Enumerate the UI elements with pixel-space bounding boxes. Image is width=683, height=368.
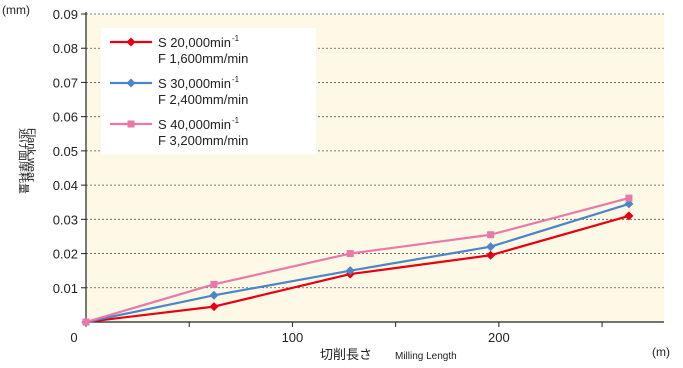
legend-label-sup-2: -1 <box>232 116 240 125</box>
x-tick-label-1: 100 <box>282 330 304 345</box>
x-tick-label-2: 200 <box>488 330 510 345</box>
data-point-0-1 <box>209 302 219 312</box>
x-unit-label: (m) <box>652 345 670 359</box>
legend-sublabel-0: F 1,600mm/min <box>158 51 248 66</box>
x-axis-label-sub: Milling Length <box>395 351 457 362</box>
y-tick-label-7: 0.08 <box>53 41 78 56</box>
y-axis-label: 逃げ面摩耗量 <box>17 128 31 194</box>
axes <box>81 12 664 327</box>
y-axis-label-en-group: Flank wear <box>25 128 37 182</box>
legend-label-1: S 30,000min <box>158 76 231 91</box>
data-point-2-1 <box>210 280 218 288</box>
data-point-1-1 <box>209 290 219 300</box>
y-tick-label-2: 0.03 <box>53 212 78 227</box>
legend-swatch-marker-0 <box>126 37 136 47</box>
legend-swatch-marker-1 <box>126 78 136 88</box>
y-axis-label-en: Flank wear <box>25 128 37 182</box>
legend-label-sup-0: -1 <box>232 34 240 43</box>
y-unit-label: (mm) <box>2 3 30 17</box>
legend-label-sup-1: -1 <box>232 75 240 84</box>
series-layer <box>81 194 634 327</box>
x-axis-label-main: 切削長さ <box>320 347 372 362</box>
data-point-2-0 <box>82 318 90 326</box>
x-tick-labels: 0 100 200 <box>70 330 509 345</box>
y-tick-label-5: 0.06 <box>53 110 78 125</box>
legend-swatch-marker-2 <box>127 120 135 128</box>
legend-box <box>101 28 316 154</box>
data-point-0-3 <box>486 250 496 260</box>
legend-entry-0: S 20,000min -1 F 1,600mm/min <box>110 34 248 66</box>
y-tick-label-3: 0.04 <box>53 178 78 193</box>
y-axis-label-jp: 逃げ面摩耗量 <box>17 128 31 194</box>
y-tick-label-0: 0.01 <box>53 281 78 296</box>
legend-entry-1: S 30,000min -1 F 2,400mm/min <box>110 75 248 107</box>
legend-sublabel-2: F 3,200mm/min <box>158 133 248 148</box>
data-point-1-3 <box>486 242 496 252</box>
data-point-0-4 <box>624 211 634 221</box>
y-tick-label-6: 0.07 <box>53 75 78 90</box>
data-point-2-2 <box>346 250 354 258</box>
series-2 <box>82 194 633 326</box>
y-tick-labels: 0.01 0.02 0.03 0.04 0.05 0.06 0.07 0.08 0.09 <box>53 7 78 296</box>
data-point-1-4 <box>624 199 634 209</box>
x-tick-label-0: 0 <box>70 330 77 345</box>
y-tick-label-8: 0.09 <box>53 7 78 22</box>
legend-sublabel-1: F 2,400mm/min <box>158 92 248 107</box>
data-point-2-4 <box>625 194 633 202</box>
y-tick-label-1: 0.02 <box>53 247 78 262</box>
data-point-1-2 <box>345 266 355 276</box>
data-point-2-3 <box>487 231 495 239</box>
y-tick-label-4: 0.05 <box>53 144 78 159</box>
legend-entry-2: S 40,000min -1 F 3,200mm/min <box>110 116 248 148</box>
legend-label-2: S 40,000min <box>158 117 231 132</box>
legend-label-0: S 20,000min <box>158 35 231 50</box>
